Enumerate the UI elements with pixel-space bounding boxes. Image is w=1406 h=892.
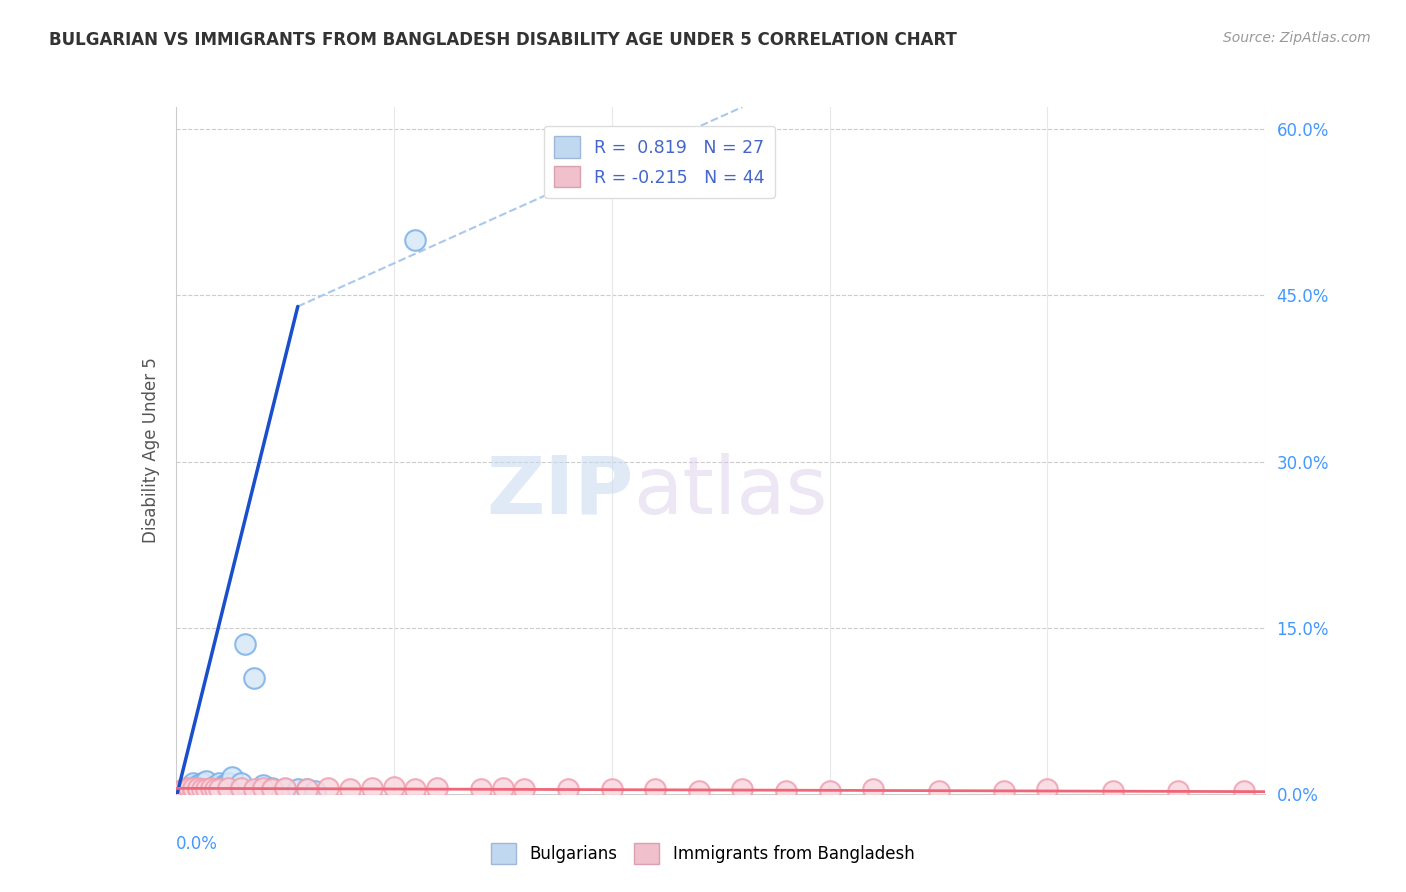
Point (405, 233, 427, 247)
Point (221, 770, 243, 784)
Point (173, 783, 195, 797)
Point (191, 782, 214, 797)
Legend: R =  0.819   N = 27, R = -0.215   N = 44: R = 0.819 N = 27, R = -0.215 N = 44 (544, 126, 775, 198)
Point (208, 782, 231, 797)
Point (1232, 783, 1256, 797)
Point (169, 785, 191, 799)
Point (287, 782, 309, 797)
Text: Source: ZipAtlas.com: Source: ZipAtlas.com (1223, 31, 1371, 45)
Point (1036, 782, 1059, 797)
Point (688, 783, 710, 797)
Point (818, 783, 841, 797)
Point (181, 783, 204, 797)
Point (181, 776, 204, 790)
Point (186, 778, 209, 792)
Point (1102, 783, 1125, 797)
Point (200, 781, 222, 796)
Point (173, 783, 195, 797)
Point (318, 781, 340, 796)
Point (169, 783, 191, 797)
Point (360, 781, 382, 796)
Point (191, 776, 214, 790)
Point (993, 783, 1015, 797)
Point (304, 783, 326, 797)
Point (295, 782, 318, 797)
Point (177, 781, 200, 796)
Point (169, 786, 191, 800)
Point (339, 782, 361, 797)
Point (928, 783, 950, 797)
Point (217, 781, 239, 796)
Legend: Bulgarians, Immigrants from Bangladesh: Bulgarians, Immigrants from Bangladesh (485, 837, 921, 871)
Point (513, 782, 536, 797)
Point (775, 783, 797, 797)
Point (217, 776, 239, 790)
Point (173, 782, 195, 797)
Point (252, 778, 274, 792)
Point (382, 780, 405, 795)
Point (186, 782, 209, 797)
Point (231, 776, 253, 790)
Point (200, 781, 222, 796)
Point (212, 778, 235, 792)
Point (243, 782, 266, 797)
Point (208, 776, 231, 790)
Point (186, 781, 209, 796)
Point (557, 782, 579, 797)
Point (274, 781, 297, 796)
Point (260, 782, 283, 797)
Point (195, 782, 218, 797)
Text: 0.0%: 0.0% (176, 835, 218, 853)
Text: BULGARIAN VS IMMIGRANTS FROM BANGLADESH DISABILITY AGE UNDER 5 CORRELATION CHART: BULGARIAN VS IMMIGRANTS FROM BANGLADESH … (49, 31, 957, 49)
Point (177, 781, 200, 796)
Point (492, 781, 515, 796)
Point (731, 782, 754, 797)
Point (235, 637, 257, 651)
Point (1167, 783, 1189, 797)
Point (177, 782, 200, 797)
Point (470, 782, 492, 797)
Point (252, 781, 274, 796)
Point (426, 781, 449, 796)
Text: atlas: atlas (633, 452, 828, 531)
Point (204, 782, 226, 797)
Point (181, 779, 204, 793)
Point (295, 782, 318, 797)
Point (231, 781, 253, 796)
Point (405, 782, 427, 797)
Point (177, 780, 200, 795)
Point (181, 781, 204, 796)
Point (243, 671, 266, 685)
Point (195, 773, 218, 788)
Point (260, 781, 283, 796)
Y-axis label: Disability Age Under 5: Disability Age Under 5 (142, 358, 160, 543)
Point (862, 782, 884, 797)
Text: ZIP: ZIP (486, 452, 633, 531)
Point (173, 782, 195, 797)
Point (204, 779, 226, 793)
Point (644, 782, 666, 797)
Point (600, 782, 623, 797)
Point (274, 782, 297, 797)
